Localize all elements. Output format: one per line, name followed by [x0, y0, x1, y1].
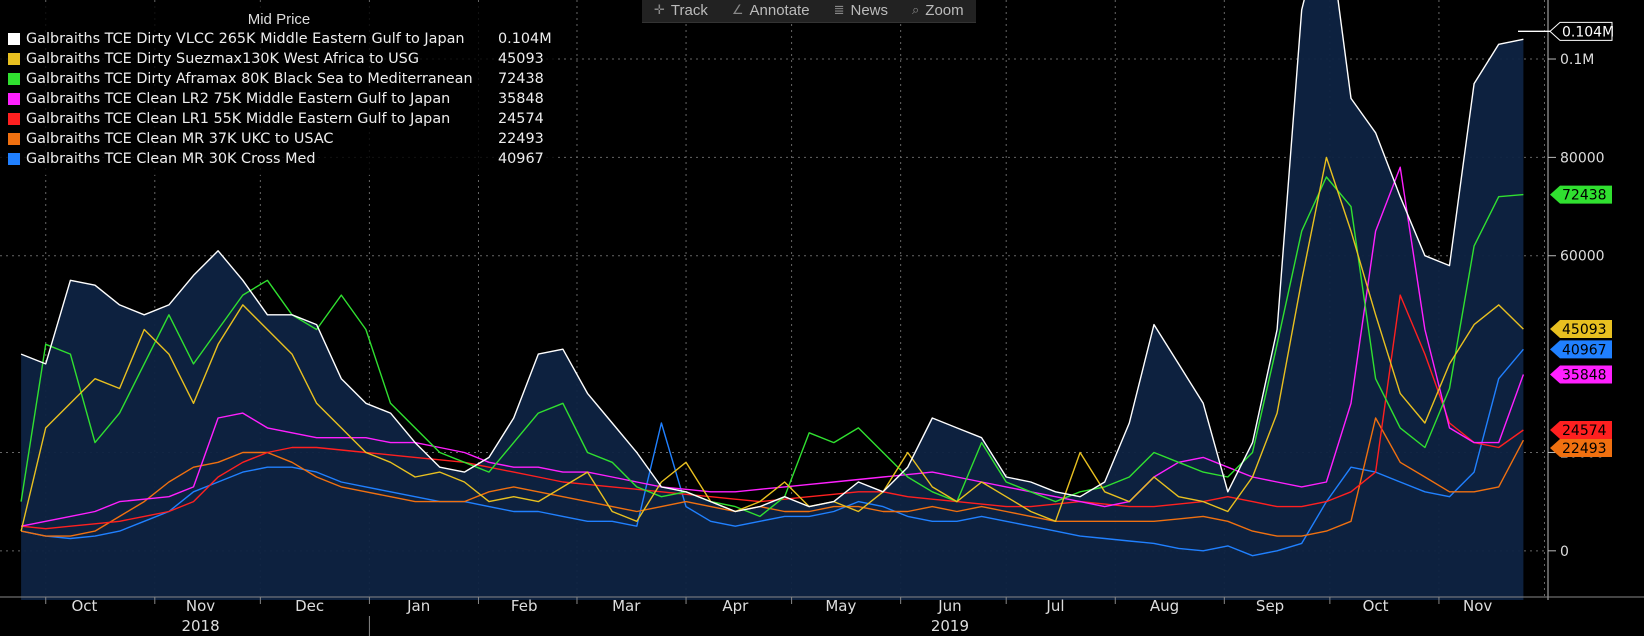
- series-area-0: [21, 0, 1524, 600]
- last-value-label: 45093: [1562, 322, 1607, 338]
- last-value-tag: [1549, 21, 1613, 41]
- x-tick-label: Dec: [295, 597, 324, 615]
- legend-series-name: Galbraiths TCE Clean MR 37K UKC to USAC: [26, 131, 334, 147]
- last-value-tag: [1550, 438, 1612, 457]
- legend-series-value: 72438: [498, 71, 544, 87]
- news-icon: ≣: [833, 3, 845, 18]
- legend-swatch: [8, 93, 20, 105]
- legend-entry: Galbraiths TCE Dirty Suezmax130K West Af…: [0, 49, 558, 69]
- x-tick-label: Jan: [406, 597, 430, 615]
- legend-swatch: [8, 33, 20, 45]
- legend-series-value: 0.104M: [498, 31, 552, 47]
- series-line-2: [20, 176, 1524, 518]
- annotate-button[interactable]: ∠ Annotate: [720, 0, 822, 22]
- x-tick-label: May: [825, 597, 856, 615]
- legend-entry: Galbraiths TCE Clean LR1 55K Middle East…: [0, 109, 558, 129]
- legend-swatch: [8, 73, 20, 85]
- last-value-label: 35848: [1562, 368, 1607, 384]
- legend-entry: Galbraiths TCE Clean MR 30K Cross Med 409…: [0, 149, 558, 169]
- news-label: News: [850, 2, 888, 19]
- legend-entry: Galbraiths TCE Clean LR2 75K Middle East…: [0, 89, 558, 109]
- track-button[interactable]: ✛ Track: [642, 0, 720, 22]
- last-value-tags: 0.104M 72438 45093 40967 35848 24574 22493: [1518, 21, 1614, 457]
- pencil-icon: ∠: [731, 3, 744, 18]
- last-value-tag: [1550, 320, 1612, 339]
- x-tick-label: Feb: [511, 597, 538, 615]
- series-line-1: [20, 156, 1524, 532]
- legend-swatch: [8, 133, 20, 145]
- chart-areas: [21, 0, 1524, 600]
- legend-series-name: Galbraiths TCE Clean LR1 55K Middle East…: [26, 111, 451, 127]
- series-line-4: [21, 294, 1524, 530]
- legend-series-name: Galbraiths TCE Clean MR 30K Cross Med: [26, 151, 316, 167]
- legend-series-name: Galbraiths TCE Dirty VLCC 265K Middle Ea…: [26, 31, 465, 47]
- legend-title: Mid Price: [247, 11, 311, 28]
- x-tick-label: Nov: [186, 597, 215, 615]
- last-value-label: 24574: [1562, 423, 1607, 439]
- x-tick-label: Mar: [612, 597, 641, 615]
- x-tick-label: Apr: [722, 597, 749, 615]
- legend-series-value: 22493: [498, 131, 544, 147]
- y-tick-label: 60000: [1560, 249, 1605, 265]
- series-line-3: [20, 166, 1525, 527]
- magnifier-icon: ⌕: [912, 3, 920, 18]
- last-value-label: 22493: [1562, 441, 1607, 457]
- legend-entry: Galbraiths TCE Dirty Aframax 80K Black S…: [0, 69, 558, 89]
- zoom-button[interactable]: ⌕ Zoom: [900, 0, 976, 22]
- chart-axes: [0, 0, 1644, 600]
- legend-series-value: 35848: [498, 91, 544, 107]
- legend-series-value: 24574: [498, 111, 544, 127]
- last-value-tag: [1550, 420, 1612, 439]
- x-tick-label: Aug: [1150, 597, 1179, 615]
- legend-swatch: [8, 53, 20, 65]
- x-tick-label: Oct: [1363, 597, 1389, 615]
- last-value-label: 72438: [1562, 188, 1607, 204]
- legend-series-name: Galbraiths TCE Clean LR2 75K Middle East…: [26, 91, 451, 107]
- series-line-5: [20, 417, 1525, 537]
- legend-swatch: [8, 153, 20, 165]
- last-value-tag: [1550, 340, 1612, 359]
- last-value-label: 40967: [1562, 342, 1607, 358]
- legend-series-name: Galbraiths TCE Dirty Aframax 80K Black S…: [26, 71, 473, 87]
- x-year-label: 2019: [931, 617, 969, 635]
- x-tick-label: Sep: [1256, 597, 1284, 615]
- chart-toolbar: ✛ Track ∠ Annotate ≣ News ⌕ Zoom: [642, 0, 976, 23]
- legend-series-name: Galbraiths TCE Dirty Suezmax130K West Af…: [26, 51, 419, 67]
- x-tick-label: Oct: [71, 597, 97, 615]
- y-tick-label: 80000: [1560, 150, 1605, 166]
- zoom-label: Zoom: [925, 2, 964, 19]
- legend-entry: Galbraiths TCE Dirty VLCC 265K Middle Ea…: [0, 29, 558, 49]
- chart-legend: Mid Price Galbraiths TCE Dirty VLCC 265K…: [0, 6, 558, 175]
- last-value-tag: [1550, 365, 1612, 384]
- legend-swatch: [8, 113, 20, 125]
- legend-series-value: 45093: [498, 51, 544, 67]
- track-label: Track: [670, 2, 708, 19]
- y-axis: 02000060000800000.1M: [1548, 52, 1605, 560]
- series-line-6: [20, 348, 1524, 557]
- annotate-label: Annotate: [749, 2, 810, 19]
- x-axis: Oct Nov Dec Jan Feb Mar Apr May Jun Jul Aug Sep Oct N…: [45, 597, 1492, 636]
- last-value-tag: [1550, 185, 1612, 204]
- crosshair-icon: ✛: [654, 3, 665, 18]
- legend-series-value: 40967: [498, 151, 544, 167]
- y-tick-label: 0.1M: [1560, 52, 1594, 68]
- x-tick-label: Jun: [937, 597, 961, 615]
- legend-entry: Galbraiths TCE Clean MR 37K UKC to USAC 2…: [0, 129, 558, 149]
- chart-lines: [20, 0, 1525, 557]
- last-value-label: 0.104M: [1562, 24, 1614, 40]
- x-year-label: 2018: [181, 617, 219, 635]
- x-tick-label: Nov: [1463, 597, 1492, 615]
- x-tick-label: Jul: [1045, 597, 1064, 615]
- news-button[interactable]: ≣ News: [822, 0, 900, 22]
- series-line-0: [20, 0, 1524, 513]
- y-tick-label: 0: [1560, 544, 1569, 560]
